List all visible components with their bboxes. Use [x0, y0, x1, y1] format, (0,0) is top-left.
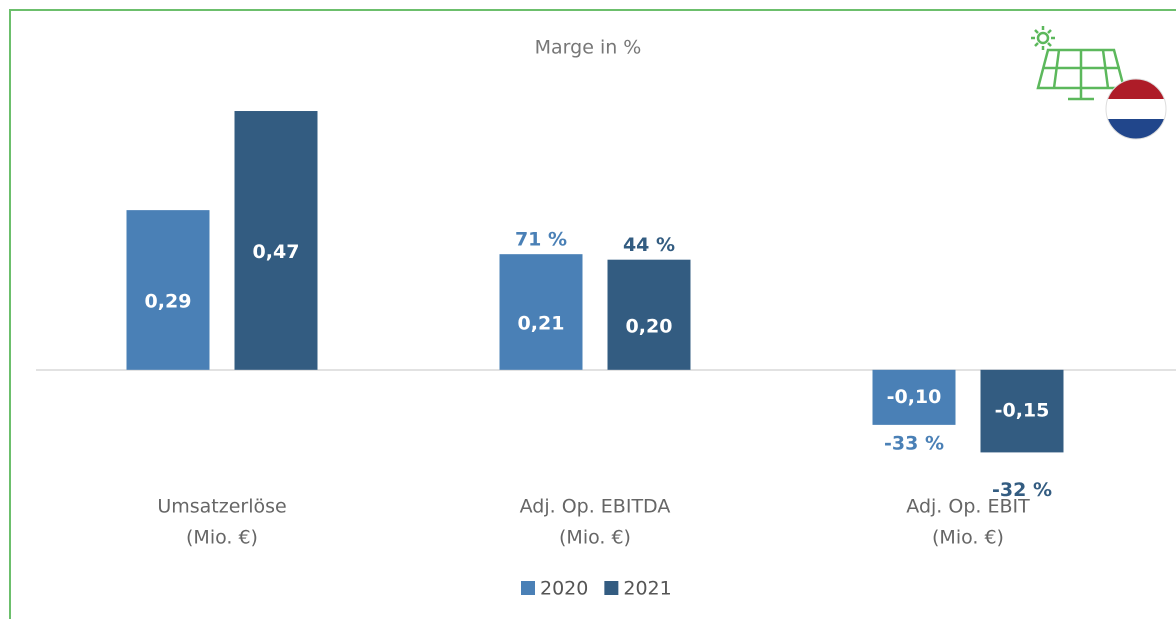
bar — [872, 369, 956, 425]
x-tick-label: Adj. Op. EBIT — [906, 496, 1030, 518]
x-tick-label: (Mio. €) — [186, 527, 258, 549]
value-label: 0,47 — [253, 241, 300, 263]
value-label: 0,29 — [145, 290, 192, 312]
bar — [126, 210, 210, 370]
bar — [499, 254, 583, 370]
value-label: -0,10 — [887, 386, 942, 408]
margin-label: -33 % — [884, 432, 944, 454]
margin-label: -32 % — [992, 479, 1052, 501]
legend-swatch — [604, 581, 619, 595]
legend-label: 2021 — [623, 578, 671, 600]
bar — [607, 259, 691, 370]
x-tick-label: (Mio. €) — [559, 527, 631, 549]
legend-label: 2020 — [540, 578, 588, 600]
chart-title: Marge in % — [535, 37, 642, 59]
x-tick-label: Umsatzerlöse — [157, 496, 286, 518]
value-label: 0,20 — [626, 315, 673, 337]
flag — [1105, 78, 1167, 140]
value-label: 0,21 — [518, 312, 565, 334]
bar — [980, 369, 1064, 453]
icon — [1031, 26, 1126, 101]
margin-label: 44 % — [623, 234, 675, 256]
x-tick-label: Adj. Op. EBITDA — [520, 496, 671, 518]
legend-swatch — [521, 581, 535, 595]
margin-label: 71 % — [515, 229, 567, 251]
value-label: -0,15 — [995, 400, 1050, 422]
x-tick-label: (Mio. €) — [932, 527, 1004, 549]
bar — [234, 111, 318, 370]
